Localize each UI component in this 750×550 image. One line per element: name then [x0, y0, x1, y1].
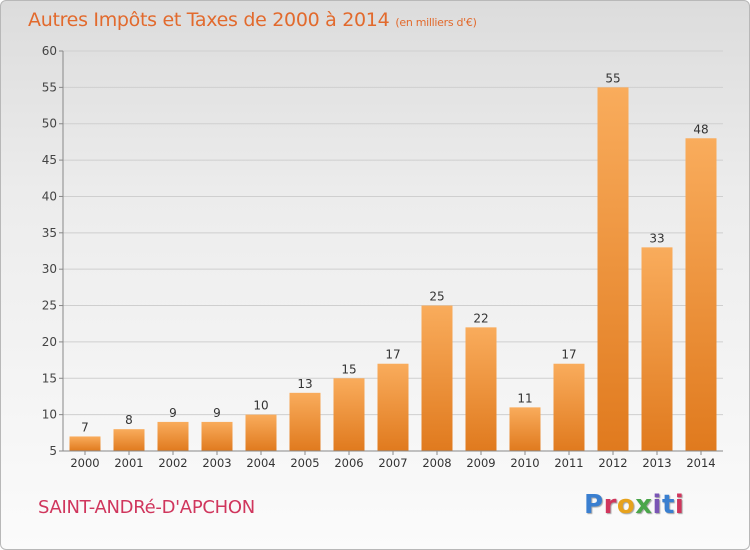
y-tick-label: 20 [42, 335, 57, 349]
y-tick-label: 30 [42, 262, 57, 276]
x-tick-label: 2000 [70, 456, 99, 470]
logo-letter: r [603, 490, 617, 520]
bar-value-label: 9 [169, 406, 177, 420]
bar-layer: 7 8 9 9 10 13 15 17 25 22 11 17 55 33 48 [69, 71, 717, 452]
logo-letter: i [674, 490, 685, 520]
y-tick-label: 5 [49, 444, 57, 458]
bar [113, 429, 145, 451]
axis-layer: 5 10 15 20 25 30 35 40 45 50 55 60 2000 2001 2002 2003 2… [42, 44, 723, 470]
x-tick-label: 2008 [422, 456, 451, 470]
y-tick-label: 10 [42, 408, 57, 422]
x-tick-label: 2014 [686, 456, 715, 470]
bar-value-label: 17 [561, 348, 576, 362]
bar [245, 414, 277, 451]
y-tick-label: 45 [42, 153, 57, 167]
y-tick-label: 55 [42, 80, 57, 94]
commune-name: SAINT-ANDRé-D'APCHON [38, 497, 255, 518]
bar-value-label: 9 [213, 406, 221, 420]
x-tick-label: 2005 [290, 456, 319, 470]
bar-value-label: 55 [605, 71, 620, 85]
logo-letter: x [635, 490, 653, 520]
x-tick-label: 2001 [114, 456, 143, 470]
bar-value-label: 10 [253, 399, 268, 413]
proxiti-logo: Proxiti [584, 490, 684, 520]
y-tick-label: 35 [42, 226, 57, 240]
bar [641, 247, 673, 451]
bar [685, 138, 717, 452]
bar [465, 327, 497, 451]
chart-title: Autres Impôts et Taxes de 2000 à 2014 [28, 9, 390, 31]
logo-letter: i [652, 490, 662, 520]
chart-subtitle: (en milliers d'€) [395, 16, 477, 29]
y-tick-label: 50 [42, 117, 57, 131]
chart-title-block: Autres Impôts et Taxes de 2000 à 2014 (en… [28, 9, 477, 31]
y-tick-label: 40 [42, 189, 57, 203]
y-tick-label: 15 [42, 371, 57, 385]
bar-value-label: 13 [297, 377, 312, 391]
y-tick-label: 25 [42, 299, 57, 313]
logo-letter: P [584, 490, 604, 520]
bar [157, 421, 189, 451]
x-tick-label: 2007 [378, 456, 407, 470]
x-tick-label: 2009 [466, 456, 495, 470]
bar-value-label: 11 [517, 391, 532, 405]
bar [553, 363, 585, 451]
bar [597, 87, 629, 451]
bar-value-label: 25 [429, 290, 444, 304]
x-tick-label: 2003 [202, 456, 231, 470]
bar [201, 421, 233, 451]
x-tick-label: 2012 [598, 456, 627, 470]
logo-letter: o [616, 490, 636, 520]
bar [509, 407, 541, 451]
x-tick-label: 2011 [554, 456, 583, 470]
bar [333, 378, 365, 451]
x-tick-label: 2002 [158, 456, 187, 470]
x-tick-label: 2004 [246, 456, 275, 470]
logo-letter: t [661, 490, 675, 520]
bar-value-label: 48 [693, 122, 708, 136]
bar-value-label: 15 [341, 362, 356, 376]
bar-value-label: 7 [81, 420, 89, 434]
bar-value-label: 17 [385, 348, 400, 362]
bar [421, 305, 453, 451]
y-tick-label: 60 [42, 44, 57, 58]
x-tick-label: 2013 [642, 456, 671, 470]
bar [69, 436, 101, 451]
bar [377, 363, 409, 451]
bar [289, 392, 321, 451]
x-tick-label: 2010 [510, 456, 539, 470]
bar-value-label: 33 [649, 231, 664, 245]
bar-value-label: 22 [473, 311, 488, 325]
bar-value-label: 8 [125, 413, 133, 427]
x-tick-label: 2006 [334, 456, 363, 470]
